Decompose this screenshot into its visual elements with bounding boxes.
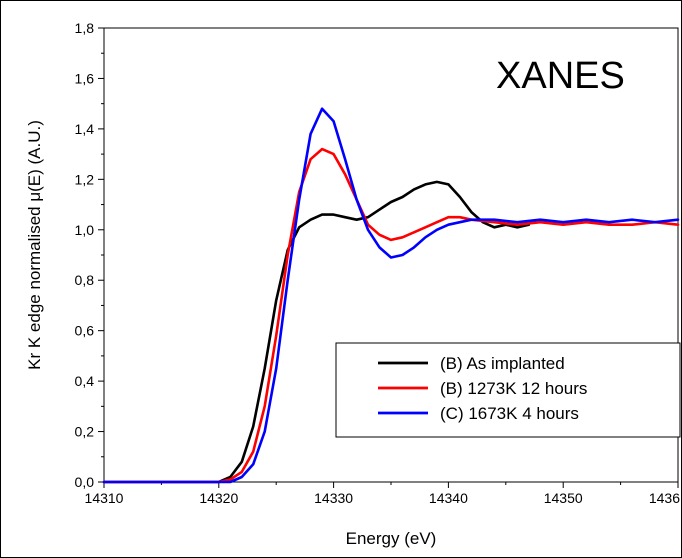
series-line	[102, 180, 531, 484]
y-tick-label: 1,0	[75, 222, 95, 238]
x-tick-label: 14330	[314, 490, 353, 506]
y-axis-label: Kr K edge normalised μ(E) (A.U.)	[25, 120, 44, 370]
y-tick-label: 0,8	[75, 272, 95, 288]
x-tick-label: 1436	[649, 490, 680, 506]
x-axis-label: Energy (eV)	[346, 529, 437, 548]
y-tick-label: 1,8	[75, 20, 95, 36]
x-axis: 14310 14320 14330 14340 14350 1436	[85, 482, 680, 506]
legend-label: (B) 1273K 12 hours	[440, 379, 587, 398]
y-tick-label: 0,2	[75, 424, 95, 440]
x-tick-label: 14350	[544, 490, 583, 506]
legend-label: (B) As implanted	[440, 354, 565, 373]
y-tick-label: 0,0	[75, 474, 95, 490]
series-layer	[102, 107, 680, 484]
series-line	[102, 147, 680, 484]
y-tick-label: 0,4	[75, 373, 95, 389]
y-tick-label: 1,6	[75, 70, 95, 86]
x-tick-label: 14310	[85, 490, 124, 506]
y-tick-label: 1,4	[75, 121, 95, 137]
legend: (B) As implanted (B) 1273K 12 hours (C) 16…	[335, 342, 681, 438]
legend-box	[335, 342, 681, 438]
y-axis: 0,0 0,2 0,4 0,6 0,8 1,0 1,2 1,4 1,6 1,8	[75, 20, 104, 490]
y-tick-label: 0,6	[75, 323, 95, 339]
chart-title: XANES	[496, 55, 625, 97]
series-line	[102, 107, 680, 484]
y-tick-label: 1,2	[75, 171, 95, 187]
legend-label: (C) 1673K 4 hours	[440, 404, 579, 423]
x-tick-label: 14320	[199, 490, 238, 506]
x-tick-label: 14340	[429, 490, 468, 506]
